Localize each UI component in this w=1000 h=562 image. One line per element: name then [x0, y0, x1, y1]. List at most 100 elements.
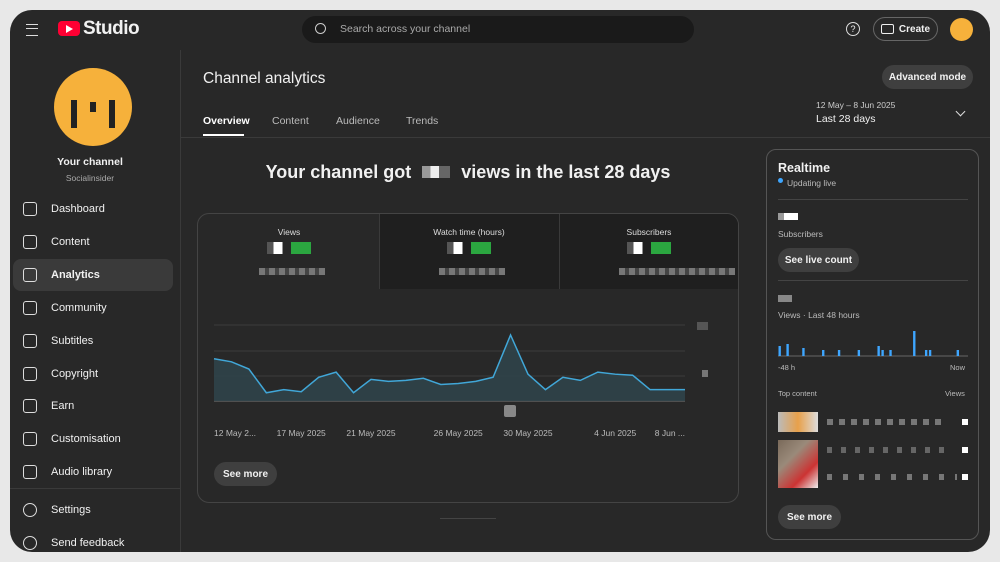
- x-tick-label: 26 May 2025: [434, 428, 483, 438]
- channel-title: Your channel: [57, 156, 123, 168]
- analytics-card: Views Watch time (hours) Subscribers: [197, 213, 739, 503]
- bar: [956, 350, 959, 356]
- nav-label: Audio library: [51, 466, 113, 478]
- divider: [778, 199, 968, 200]
- divider: [778, 280, 968, 281]
- x-tick-label: 12 May 2...: [214, 428, 256, 438]
- headline-start: Your channel got: [265, 162, 412, 182]
- tab-indicator: [203, 134, 244, 136]
- hidden-value: [778, 295, 792, 302]
- nav-item[interactable]: Content: [13, 226, 173, 258]
- hidden-value: [267, 242, 311, 254]
- hidden-value: [778, 213, 798, 220]
- bar: [889, 350, 892, 356]
- nav-label: Analytics: [51, 269, 100, 281]
- content-thumbnail[interactable]: [778, 440, 818, 488]
- tab[interactable]: Overview: [203, 115, 250, 127]
- x-tick-label: 8 Jun ...: [655, 428, 685, 438]
- nav-icon: [23, 536, 37, 550]
- bar: [928, 350, 932, 356]
- top-content-label: Top content: [778, 389, 817, 398]
- hidden-value: [447, 242, 491, 254]
- nav-item[interactable]: Settings: [13, 494, 173, 526]
- nav-icon: [23, 367, 37, 381]
- metric-label[interactable]: Subscribers: [626, 227, 672, 237]
- search-icon: [315, 23, 326, 34]
- x-tick-label: 30 May 2025: [503, 428, 552, 438]
- nav-item[interactable]: Subtitles: [13, 325, 173, 357]
- hidden-value: [439, 268, 505, 275]
- logo-text: Studio: [83, 18, 140, 39]
- headline-end: views in the last 28 days: [461, 162, 671, 182]
- bar: [924, 350, 928, 356]
- live-dot: [778, 178, 783, 183]
- headline: Your channel got views in the last 28 da…: [198, 162, 738, 183]
- menu-button[interactable]: [26, 24, 38, 36]
- help-button[interactable]: ?: [846, 22, 860, 36]
- account-avatar[interactable]: [950, 18, 973, 41]
- metric-tabs-bg: [379, 214, 738, 289]
- nav-icon: [23, 301, 37, 315]
- nav-label: Copyright: [51, 368, 99, 380]
- hidden-text: [827, 419, 947, 425]
- advanced-mode-button[interactable]: Advanced mode: [882, 65, 973, 89]
- nav-icon: [23, 334, 37, 348]
- search-placeholder: Search across your channel: [340, 23, 471, 35]
- subscribers-label: Subscribers: [778, 229, 823, 239]
- chart-end: Now: [950, 363, 966, 372]
- avatar-shape: [109, 100, 115, 128]
- realtime-status: Updating live: [787, 178, 837, 188]
- nav-icon: [23, 399, 37, 413]
- nav-item[interactable]: Community: [13, 292, 173, 324]
- bar: [857, 350, 861, 356]
- tab[interactable]: Content: [272, 115, 309, 127]
- nav-item[interactable]: Dashboard: [13, 193, 173, 225]
- date-range: 12 May – 8 Jun 2025: [816, 100, 896, 110]
- realtime-see-more[interactable]: See more: [778, 505, 841, 529]
- search-box[interactable]: Search across your channel: [302, 16, 694, 43]
- channel-avatar[interactable]: [54, 68, 132, 146]
- sidebar-divider: [180, 50, 181, 552]
- nav-label: Content: [51, 236, 90, 248]
- nav-label: Customisation: [51, 433, 121, 445]
- nav-item[interactable]: Customisation: [13, 423, 173, 455]
- nav-icon: [23, 202, 37, 216]
- nav-label: Community: [51, 302, 107, 314]
- x-tick-label: 4 Jun 2025: [594, 428, 636, 438]
- bar: [881, 350, 884, 356]
- hidden-text: [827, 447, 947, 453]
- metric-divider: [559, 214, 560, 289]
- x-tick-label: 17 May 2025: [277, 428, 326, 438]
- area: [214, 335, 685, 401]
- nav-item[interactable]: Analytics: [13, 259, 173, 291]
- nav-item[interactable]: Audio library: [13, 456, 173, 488]
- nav-label: Earn: [51, 400, 75, 412]
- realtime-see-more-label: See more: [786, 511, 833, 523]
- bar: [786, 344, 789, 356]
- see-more-button[interactable]: See more: [214, 462, 277, 486]
- bar: [837, 350, 841, 356]
- tab[interactable]: Audience: [336, 115, 380, 127]
- views-label: Views · Last 48 hours: [778, 310, 860, 320]
- nav-item[interactable]: Earn: [13, 390, 173, 422]
- tab[interactable]: Trends: [406, 115, 439, 127]
- bar: [822, 350, 825, 356]
- create-button[interactable]: Create: [873, 17, 938, 41]
- metric-label[interactable]: Watch time (hours): [433, 227, 505, 237]
- bar: [778, 346, 781, 356]
- bar: [913, 331, 916, 356]
- bar: [877, 346, 880, 356]
- nav-icon: [23, 432, 37, 446]
- hidden-text: [827, 474, 957, 480]
- nav-icon: [23, 503, 37, 517]
- nav-item[interactable]: Copyright: [13, 358, 173, 390]
- avatar-shape: [90, 102, 96, 112]
- live-count-button[interactable]: See live count: [778, 248, 859, 272]
- metric-label[interactable]: Views: [277, 227, 301, 237]
- logo-icon: [58, 21, 80, 36]
- date-period[interactable]: Last 28 days: [816, 113, 876, 125]
- nav-item[interactable]: Send feedback: [13, 527, 173, 559]
- hidden-value: [627, 242, 671, 254]
- content-thumbnail[interactable]: [778, 412, 818, 432]
